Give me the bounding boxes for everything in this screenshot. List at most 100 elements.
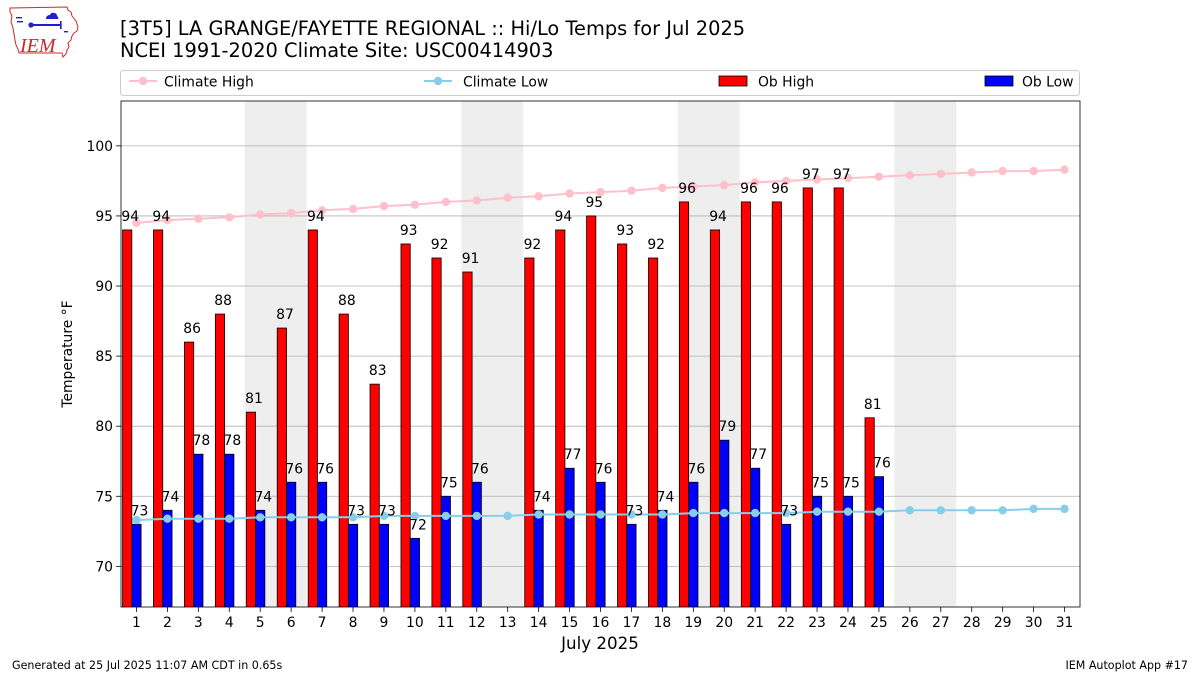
y-tick-label: 80: [95, 419, 113, 435]
climate-low-point: [967, 506, 976, 515]
x-tick-label: 31: [1056, 615, 1074, 631]
climate-low-point: [936, 506, 945, 515]
climate-high-point: [658, 183, 667, 193]
climate-low-point: [163, 514, 172, 523]
wind-shaft-icon: [31, 24, 61, 26]
climate-high-point: [720, 180, 729, 190]
climate-low-point: [905, 506, 915, 515]
y-tick-label: 70: [95, 559, 113, 575]
ob-low-value-label: 75: [811, 475, 829, 491]
ob-high-value-label: 88: [214, 293, 232, 309]
ob-low-bar: [688, 481, 699, 607]
ob-low-bar: [626, 523, 637, 607]
climate-high-point: [503, 193, 512, 202]
climate-low-point: [627, 510, 636, 519]
x-tick-label: 11: [437, 615, 455, 631]
climate-low-point: [472, 511, 481, 521]
ob-low-bar: [812, 495, 823, 607]
climate-low-point: [843, 507, 853, 516]
y-axis-ticks: 70 75 80 85 90 95 100: [86, 139, 121, 575]
ob-high-bar: [678, 201, 690, 607]
climate-high-point: [781, 176, 791, 186]
ob-high-value-label: 97: [833, 167, 851, 183]
ob-high-bar: [245, 411, 256, 607]
x-tick-label: 8: [349, 615, 358, 631]
ob-low-value-label: 73: [626, 503, 644, 519]
mark-icon: [64, 31, 68, 33]
legend: Climate High Climate Low Ob High Ob Low: [120, 70, 1080, 96]
ob-high-value-label: 97: [802, 167, 820, 183]
climate-low-point: [1029, 504, 1038, 514]
ob-low-bar: [162, 509, 173, 607]
iowa-outline: [9, 6, 79, 58]
x-tick-label: 5: [256, 615, 265, 631]
ob-high-bar: [122, 229, 133, 607]
x-tick-label: 17: [623, 615, 641, 631]
legend-patch-ob-high: [718, 75, 748, 87]
chart-title: [3T5] LA GRANGE/FAYETTE REGIONAL :: Hi/L…: [120, 17, 745, 40]
climate-high-point: [472, 196, 481, 205]
x-tick-label: 9: [380, 615, 389, 631]
climate-low-point: [781, 508, 791, 518]
chart-subtitle: NCEI 1991-2020 Climate Site: USC00414903: [120, 39, 553, 62]
climate-low-point: [750, 508, 760, 518]
bar-value-labels: 94 94 86 88 81 87 94 88 83 93 92 91 92 94 95 93 92 96 94 96…: [121, 167, 890, 533]
ob-low-bar: [409, 537, 420, 607]
ob-high-bar: [153, 229, 164, 607]
ob-low-value-label: 74: [162, 489, 180, 505]
ob-low-value-label: 76: [873, 456, 891, 472]
ob-low-value-label: 76: [316, 461, 334, 477]
climate-low-point: [410, 511, 420, 521]
x-tick-label: 22: [777, 615, 795, 631]
climate-high-point: [874, 172, 884, 181]
climate-low-point: [689, 508, 698, 518]
legend-label-climate-high: Climate High: [164, 75, 254, 91]
ob-high-bar: [338, 313, 349, 607]
ob-low-bar: [564, 467, 575, 607]
x-tick-label: 4: [225, 615, 234, 631]
ob-high-bar: [864, 417, 875, 607]
ob-low-bar: [533, 509, 544, 607]
climate-low-point: [534, 510, 543, 519]
climate-high-point: [750, 178, 760, 187]
ob-low-value-label: 73: [378, 503, 396, 519]
climate-low-point: [658, 510, 667, 519]
climate-high-point: [534, 192, 543, 201]
ob-low-bar: [750, 467, 761, 607]
ob-low-value-label: 73: [780, 503, 798, 519]
climate-points: [132, 165, 1069, 525]
x-tick-label: 20: [715, 615, 733, 631]
x-tick-label: 2: [163, 615, 172, 631]
footer-generated-text: Generated at 25 Jul 2025 11:07 AM CDT in…: [12, 659, 282, 672]
climate-high-point: [132, 218, 141, 228]
ob-low-value-label: 78: [193, 433, 211, 449]
ob-high-value-label: 94: [709, 209, 727, 225]
ob-low-value-label: 72: [409, 517, 427, 533]
ob-low-bar: [317, 481, 328, 607]
legend-label-ob-low: Ob Low: [1022, 75, 1074, 91]
x-tick-label: 15: [561, 615, 579, 631]
legend-item-climate-high: Climate High: [129, 75, 254, 91]
climate-low-point: [286, 513, 296, 522]
x-tick-label: 10: [406, 615, 424, 631]
climate-high-point: [441, 197, 451, 207]
ob-high-bar: [214, 313, 226, 607]
ob-high-value-label: 95: [585, 195, 603, 211]
climate-low-point: [998, 506, 1007, 515]
station-dot-icon: [28, 22, 34, 28]
ob-high-value-label: 96: [678, 181, 696, 197]
climate-high-point: [565, 189, 574, 198]
ob-low-value-label: 76: [471, 461, 489, 477]
ob-high-value-label: 86: [183, 321, 201, 337]
x-tick-label: 26: [901, 615, 919, 631]
x-axis-ticks: 1 2 3 4 5 6 7 8 9 10 11 12 13 14 15 16 17 18 19 20 21 22 23 24 2…: [132, 607, 1073, 631]
climate-low-point: [348, 513, 358, 522]
weather-station-icon: [16, 12, 68, 33]
climate-high-point: [163, 215, 172, 225]
ob-low-value-label: 79: [718, 419, 736, 435]
climate-low-point: [1060, 504, 1069, 514]
ob-low-value-label: 73: [347, 503, 365, 519]
ob-high-value-label: 92: [647, 237, 665, 253]
footer-app-label: IEM Autoplot App #17: [1065, 659, 1188, 672]
x-tick-label: 21: [746, 615, 764, 631]
